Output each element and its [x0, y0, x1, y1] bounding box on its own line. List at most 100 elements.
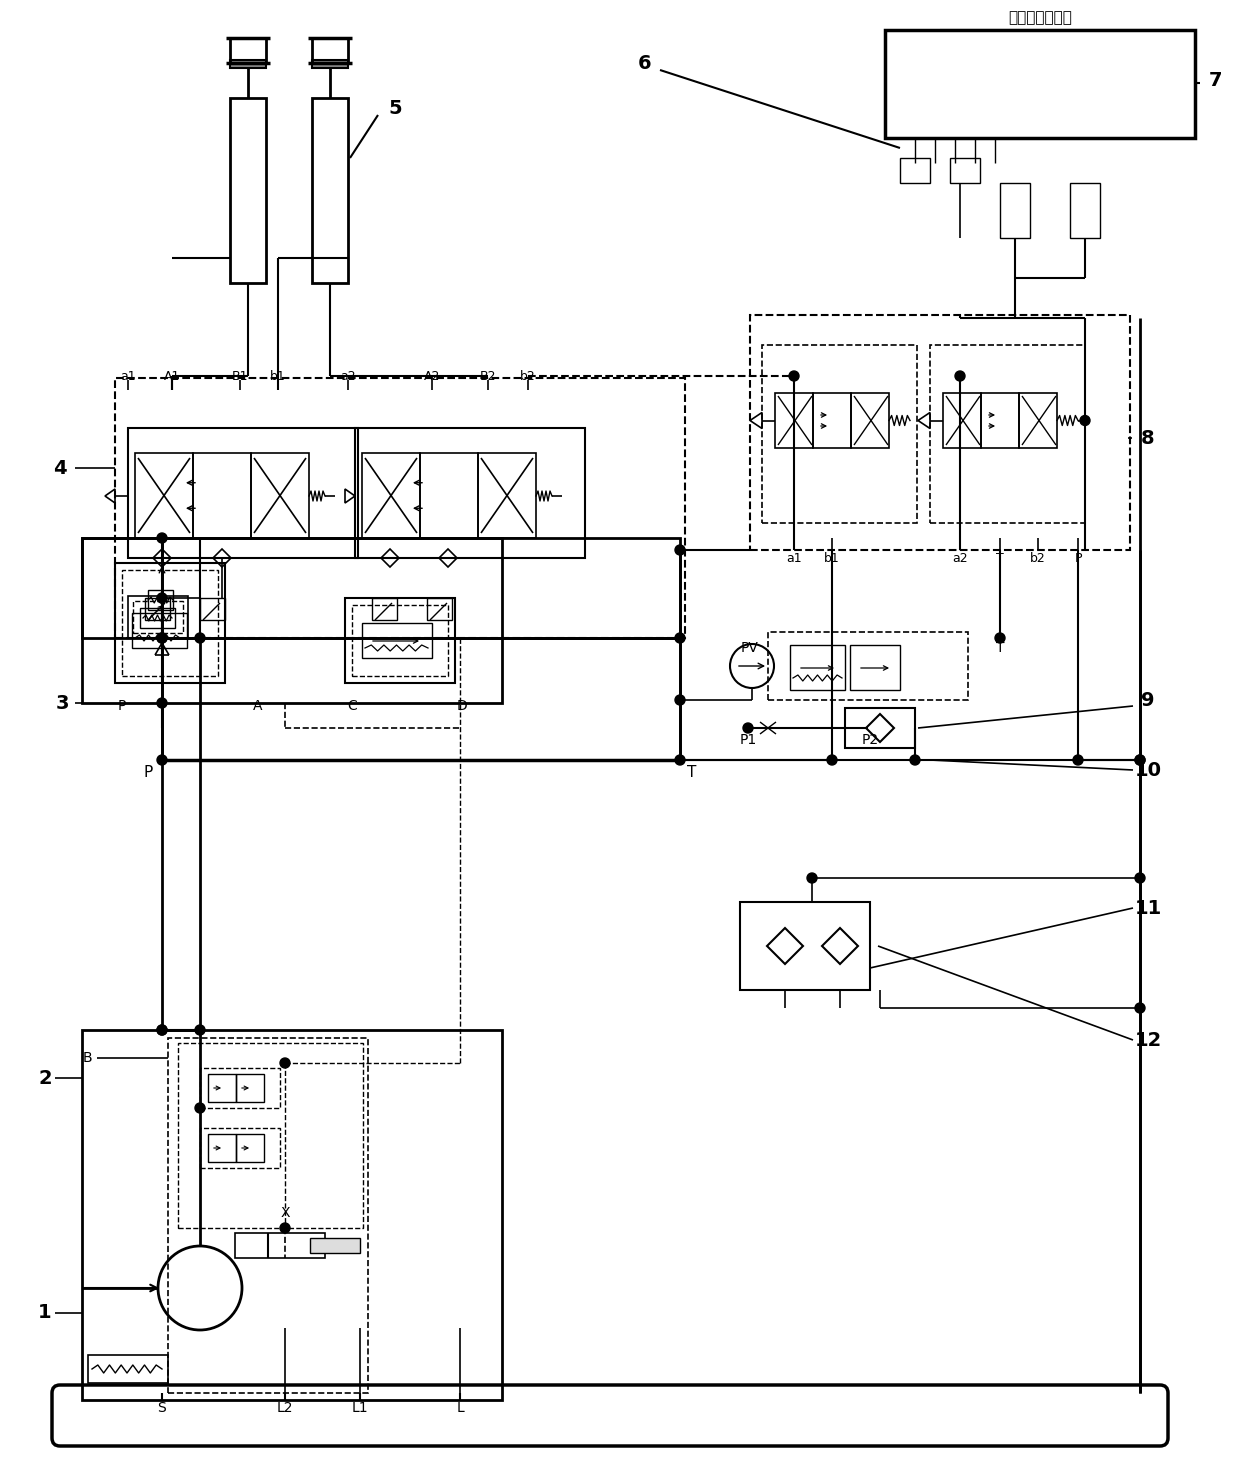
- Bar: [229, 98, 267, 283]
- Circle shape: [743, 723, 753, 733]
- Text: L2: L2: [277, 1401, 293, 1416]
- Bar: [140, 608, 175, 628]
- Circle shape: [280, 1059, 290, 1069]
- Text: b1: b1: [825, 551, 839, 564]
- Bar: [372, 598, 397, 620]
- Text: 发动机转速信号: 发动机转速信号: [1008, 10, 1071, 25]
- Bar: [950, 157, 980, 184]
- Text: a1: a1: [120, 369, 136, 382]
- Bar: [133, 601, 184, 633]
- Bar: [1070, 184, 1100, 238]
- Bar: [849, 644, 900, 690]
- Text: C: C: [347, 698, 357, 713]
- Text: P: P: [118, 698, 126, 713]
- Circle shape: [195, 1025, 205, 1035]
- Circle shape: [157, 1025, 167, 1035]
- Bar: [900, 157, 930, 184]
- Bar: [115, 378, 684, 639]
- Bar: [229, 60, 267, 69]
- Bar: [352, 605, 448, 677]
- Text: 3: 3: [56, 694, 68, 713]
- Bar: [1019, 394, 1056, 448]
- Bar: [362, 453, 420, 538]
- Bar: [851, 394, 889, 448]
- Text: b2: b2: [520, 369, 536, 382]
- Circle shape: [1135, 755, 1145, 765]
- Bar: [750, 315, 1130, 550]
- Text: B1: B1: [232, 369, 248, 382]
- Bar: [355, 429, 585, 558]
- Circle shape: [1135, 873, 1145, 884]
- Text: L: L: [456, 1401, 464, 1416]
- Bar: [844, 709, 915, 748]
- Text: P: P: [1074, 551, 1081, 564]
- Text: P1: P1: [739, 733, 756, 746]
- Text: S: S: [157, 1401, 166, 1416]
- Text: X: X: [280, 1206, 290, 1220]
- Text: b1: b1: [270, 369, 286, 382]
- Text: T: T: [996, 642, 1004, 655]
- Text: 8: 8: [1141, 429, 1154, 448]
- Bar: [82, 538, 680, 639]
- Circle shape: [157, 698, 167, 709]
- Text: P2: P2: [862, 733, 879, 746]
- Text: a2: a2: [340, 369, 356, 382]
- Circle shape: [1073, 755, 1083, 765]
- Bar: [193, 453, 250, 538]
- Text: B2: B2: [480, 369, 496, 382]
- Bar: [420, 453, 477, 538]
- Bar: [135, 453, 193, 538]
- Circle shape: [195, 633, 205, 643]
- Bar: [148, 590, 174, 609]
- Circle shape: [1135, 1003, 1145, 1013]
- Circle shape: [675, 633, 684, 643]
- Bar: [236, 1134, 264, 1162]
- Bar: [999, 184, 1030, 238]
- Bar: [427, 598, 453, 620]
- Circle shape: [157, 1025, 167, 1035]
- Bar: [740, 903, 870, 990]
- Bar: [82, 1029, 502, 1400]
- Bar: [200, 1069, 280, 1108]
- Text: A1: A1: [164, 369, 180, 382]
- Circle shape: [157, 534, 167, 542]
- Bar: [312, 98, 348, 283]
- Bar: [122, 570, 218, 677]
- Text: 6: 6: [639, 54, 652, 73]
- Circle shape: [807, 873, 817, 884]
- Text: 5: 5: [388, 99, 402, 118]
- Bar: [145, 598, 170, 620]
- Text: 2: 2: [38, 1069, 52, 1088]
- Text: 11: 11: [1135, 898, 1162, 917]
- Bar: [768, 631, 968, 700]
- Bar: [236, 1233, 325, 1258]
- Bar: [763, 346, 918, 523]
- Text: D: D: [456, 698, 467, 713]
- Circle shape: [955, 370, 965, 381]
- Bar: [477, 453, 536, 538]
- Circle shape: [157, 593, 167, 604]
- Text: A2: A2: [424, 369, 440, 382]
- Text: B: B: [82, 1051, 92, 1064]
- Bar: [236, 1075, 264, 1102]
- Text: a1: a1: [786, 551, 802, 564]
- FancyBboxPatch shape: [52, 1385, 1168, 1446]
- Circle shape: [994, 633, 1004, 643]
- Bar: [208, 1134, 236, 1162]
- Circle shape: [157, 633, 167, 643]
- Bar: [179, 1042, 363, 1228]
- Circle shape: [157, 755, 167, 765]
- Bar: [312, 60, 348, 69]
- Text: PV: PV: [742, 642, 759, 655]
- Text: 9: 9: [1141, 691, 1154, 710]
- Bar: [82, 538, 502, 703]
- Circle shape: [827, 755, 837, 765]
- Bar: [200, 598, 224, 620]
- Bar: [345, 598, 455, 682]
- Circle shape: [675, 755, 684, 765]
- Bar: [775, 394, 813, 448]
- Text: a2: a2: [952, 551, 967, 564]
- Bar: [208, 1075, 236, 1102]
- Bar: [200, 1128, 280, 1168]
- Text: L1: L1: [352, 1401, 368, 1416]
